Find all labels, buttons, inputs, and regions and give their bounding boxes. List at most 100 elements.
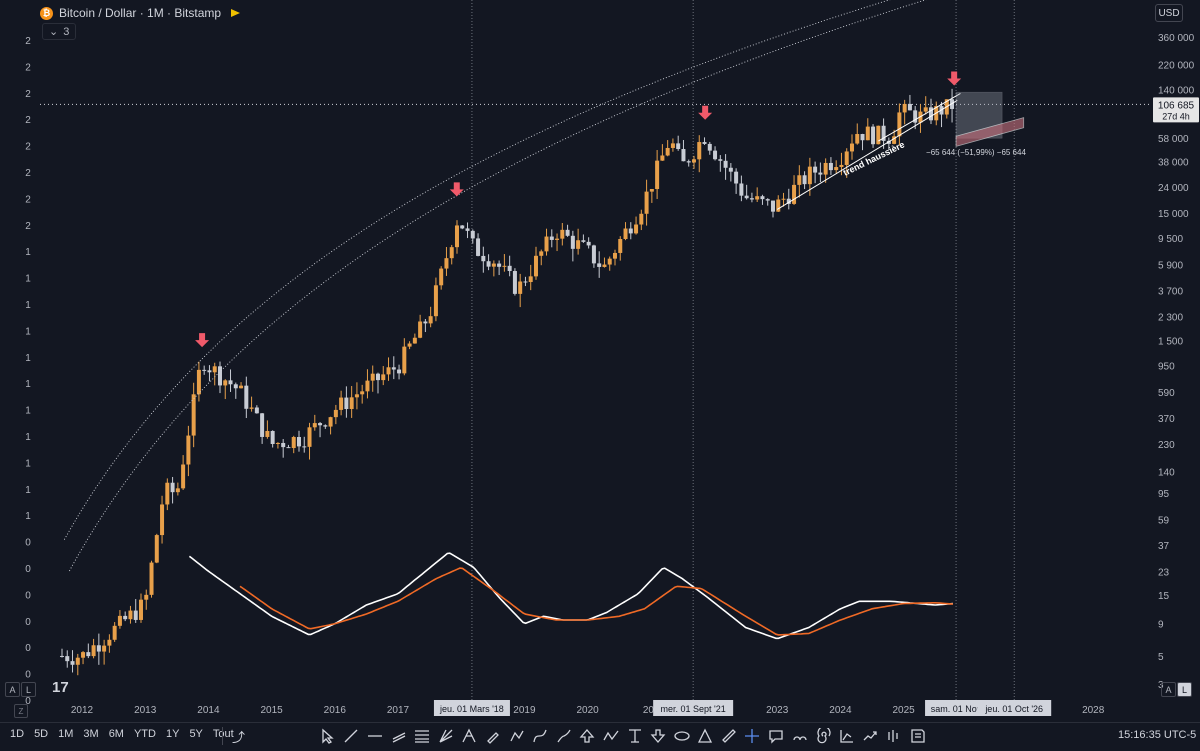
- candle-body: [523, 281, 528, 283]
- candle-body: [797, 175, 802, 185]
- range-button-1d[interactable]: 1D: [10, 728, 25, 740]
- pen-icon[interactable]: [481, 726, 505, 746]
- flag-icon[interactable]: [231, 9, 241, 17]
- note-icon[interactable]: [906, 726, 930, 746]
- range-button-1m[interactable]: 1M: [58, 728, 74, 740]
- ellipse-icon[interactable]: [670, 726, 694, 746]
- candle-body: [691, 159, 696, 163]
- candle-body: [354, 394, 359, 398]
- candle-body: [191, 394, 196, 436]
- left-axis-label: 2: [25, 142, 31, 153]
- peak-arrow-icon: [449, 182, 464, 197]
- candle-body: [570, 235, 575, 249]
- bars-pattern-icon[interactable]: [882, 726, 906, 746]
- crosshair-icon[interactable]: [741, 726, 765, 746]
- left-axis-label: 1: [25, 300, 31, 311]
- currency-selector[interactable]: USD: [1155, 4, 1183, 22]
- tradingview-logo[interactable]: 17: [52, 679, 69, 696]
- candle-body: [386, 367, 391, 375]
- callout-icon[interactable]: [764, 726, 788, 746]
- candle-body: [491, 263, 496, 267]
- parallel-channel-icon[interactable]: [387, 726, 411, 746]
- left-axis-label: 0: [25, 617, 31, 628]
- candle-body: [107, 639, 112, 646]
- y-tick-label: 950: [1158, 362, 1175, 373]
- triangle-icon[interactable]: [694, 726, 718, 746]
- pitchfork-icon[interactable]: [458, 726, 482, 746]
- candle-body: [828, 162, 833, 171]
- arrow-up-icon[interactable]: [576, 726, 600, 746]
- right-price-axis[interactable]: 360 000 220 000 140 000 58 000 38 000 24 000 1…: [40, 33, 1199, 691]
- x-tick-label: 2020: [576, 705, 599, 716]
- path-icon[interactable]: [528, 726, 552, 746]
- time-axis[interactable]: 2012201320142015201620172018201920202021…: [71, 700, 1105, 716]
- candle-body: [296, 437, 301, 447]
- candle-body: [655, 160, 660, 190]
- polyline-icon[interactable]: [505, 726, 529, 746]
- cursor-icon[interactable]: [316, 726, 340, 746]
- arrow-down-icon[interactable]: [646, 726, 670, 746]
- candle-body: [370, 373, 375, 381]
- auto-scale-button[interactable]: A: [1161, 682, 1176, 697]
- candle-body: [154, 535, 159, 563]
- range-button-5d[interactable]: 5D: [34, 728, 49, 740]
- candle-body: [260, 413, 265, 437]
- gann-icon[interactable]: [434, 726, 458, 746]
- trendline-icon[interactable]: [340, 726, 364, 746]
- candle-body: [518, 281, 523, 294]
- y-tick-label: 59: [1158, 515, 1170, 526]
- ruler-icon[interactable]: [717, 726, 741, 746]
- indicators-collapse-button[interactable]: ⌄ 3: [42, 23, 77, 40]
- brush-icon[interactable]: [552, 726, 576, 746]
- left-axis-label: 0: [25, 564, 31, 575]
- zigzag-icon[interactable]: [599, 726, 623, 746]
- replay-icon[interactable]: ⤴: [232, 730, 246, 745]
- measure-tool[interactable]: −65 644 (−51,99%) −65 644: [926, 91, 1026, 157]
- y-tick-label: 140 000: [1158, 85, 1195, 96]
- candle-body: [454, 225, 459, 248]
- range-button-ytd[interactable]: YTD: [133, 728, 156, 740]
- candle-body: [402, 346, 407, 374]
- left-axis-label: 2: [25, 194, 31, 205]
- horizontal-line-icon[interactable]: [363, 726, 387, 746]
- spiral-icon[interactable]: [811, 726, 835, 746]
- log-scale-button[interactable]: L: [1177, 682, 1192, 697]
- candle-body: [576, 240, 581, 249]
- fib-icon[interactable]: [410, 726, 434, 746]
- cycle-icon[interactable]: [788, 726, 812, 746]
- candle-body: [244, 385, 249, 409]
- candle-body: [739, 183, 744, 196]
- candle-body: [144, 594, 149, 600]
- candle-body: [928, 107, 933, 121]
- candle-body: [128, 610, 133, 620]
- range-button-5y[interactable]: 5Y: [189, 728, 203, 740]
- candle-body: [623, 228, 628, 240]
- candle-body: [612, 252, 617, 259]
- candle-body: [744, 195, 749, 199]
- left-log-scale-button[interactable]: L: [21, 682, 36, 697]
- forecast-icon[interactable]: [859, 726, 883, 746]
- candle-body: [412, 337, 417, 344]
- range-button-tout[interactable]: Tout: [212, 728, 234, 740]
- candle-body: [239, 385, 244, 389]
- projection-icon[interactable]: [835, 726, 859, 746]
- left-auto-scale-button[interactable]: A: [5, 682, 20, 697]
- range-button-6m[interactable]: 6M: [108, 728, 124, 740]
- candle-body: [591, 245, 596, 264]
- range-button-1y[interactable]: 1Y: [165, 728, 180, 740]
- left-axis-label: 0: [25, 696, 31, 707]
- chevron-down-icon: ⌄: [49, 26, 59, 38]
- range-button-3m[interactable]: 3M: [83, 728, 99, 740]
- symbol-title[interactable]: Bitcoin / Dollar · 1M · Bitstamp: [59, 6, 222, 20]
- log-regression-lower: [69, 0, 927, 572]
- candle-body: [676, 143, 681, 150]
- left-axis-label: 0: [25, 590, 31, 601]
- y-tick-label: 140: [1158, 468, 1175, 479]
- zoom-button[interactable]: Z: [14, 704, 28, 718]
- y-tick-label: 1 500: [1158, 336, 1183, 347]
- clock[interactable]: 15:16:35 UTC-5: [1118, 729, 1197, 741]
- candle-body: [818, 172, 823, 175]
- long-position-icon[interactable]: [623, 726, 647, 746]
- crosshair-date-label: jeu. 01 Mars '18: [439, 704, 504, 714]
